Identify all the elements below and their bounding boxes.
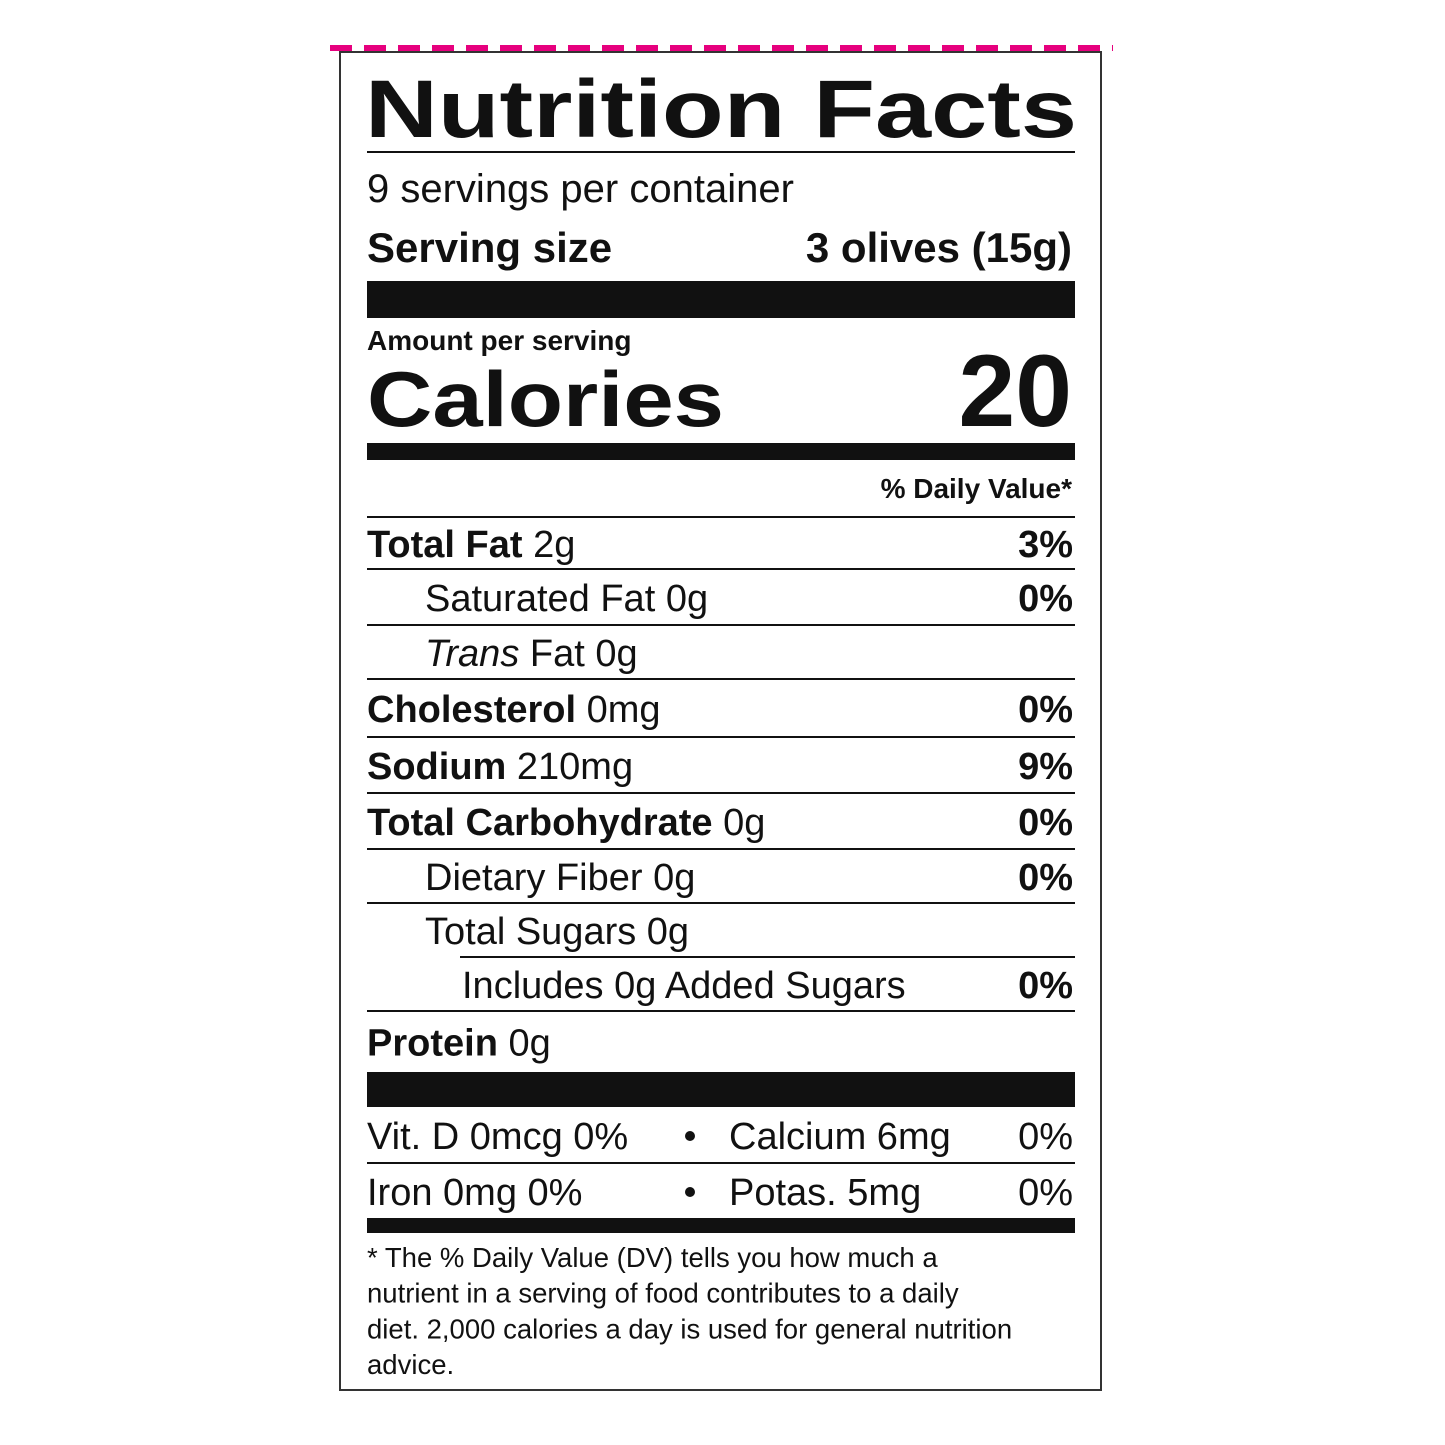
nutrient-label: Total Sugars 0g: [425, 911, 689, 953]
vitamin-right: Calcium 6mg: [729, 1116, 951, 1158]
vitamin-right: Potas. 5mg: [729, 1172, 921, 1214]
footnote-line: diet. 2,000 calories a day is used for g…: [367, 1313, 1012, 1344]
nutrient-amount: 0mg: [587, 689, 661, 731]
rule: [367, 736, 1075, 738]
footnote-line: * The % Daily Value (DV) tells you how m…: [367, 1242, 938, 1273]
rule: [367, 1162, 1075, 1164]
rule: [367, 902, 1075, 904]
bullet: [685, 1187, 695, 1197]
vitamin-dv: 0%: [1018, 1172, 1073, 1214]
rule: [367, 568, 1075, 570]
footnote-line: nutrient in a serving of food contribute…: [367, 1278, 959, 1309]
nutrient-label: Dietary Fiber 0g: [425, 857, 695, 899]
nutrient-label: Cholesterol 0mg: [367, 689, 661, 731]
footnote: * The % Daily Value (DV) tells you how m…: [367, 1242, 1012, 1380]
nutrient-label: Total Fat 2g: [367, 524, 575, 566]
amount-per-serving: Amount per serving: [367, 325, 631, 356]
nutrient-label: Saturated Fat 0g: [425, 578, 708, 620]
nutrient-amount: 0g: [595, 633, 637, 675]
nutrient-amount: 0g: [666, 578, 708, 620]
daily-value: 0%: [1018, 802, 1073, 844]
nutrient-name: Total Carbohydrate: [367, 802, 713, 844]
vitamin-left: Vit. D 0mcg 0%: [367, 1116, 628, 1158]
nutrient-name: Cholesterol: [367, 689, 576, 731]
servings: 9 servings per container: [367, 167, 794, 211]
bullet: [685, 1131, 695, 1141]
thick-bar: [367, 281, 1075, 318]
daily-value: 0%: [1018, 689, 1073, 731]
nutrient-rows: Total Fat 2g 3% Saturated Fat 0g 0% Trans Fa…: [367, 524, 1075, 1065]
nutrient-label: Sodium 210mg: [367, 746, 633, 788]
nutrient-name: Saturated Fat: [425, 578, 656, 620]
nutrient-amount: 0g: [723, 802, 765, 844]
nutrient-label: Trans Fat 0g: [425, 633, 638, 675]
nutrient-name: Protein: [367, 1023, 498, 1065]
nutrient-amount: 2g: [533, 524, 575, 566]
label-border: [339, 51, 1102, 1391]
nutrient-amount: 210mg: [517, 746, 633, 788]
daily-value: 0%: [1018, 857, 1073, 899]
serving-size-label: Serving size: [367, 224, 612, 271]
nutrient-name: Fat: [530, 633, 585, 675]
nutrient-name: Total Fat: [367, 524, 523, 566]
serving-size-value: 3 olives (15g): [806, 224, 1072, 271]
nutrient-name: Includes 0g Added Sugars: [462, 965, 906, 1007]
daily-value-header: % Daily Value*: [881, 473, 1073, 504]
nutrient-label: Protein 0g: [367, 1023, 551, 1065]
vitamin-left: Iron 0mg 0%: [367, 1172, 582, 1214]
thick-bar: [367, 1072, 1075, 1107]
medium-bar: [367, 443, 1075, 460]
rule: [367, 1010, 1075, 1012]
nutrient-amount: 0g: [653, 857, 695, 899]
rule: [367, 516, 1075, 518]
rule: [367, 792, 1075, 794]
calories-label: Calories: [367, 355, 724, 443]
daily-value: 0%: [1018, 965, 1073, 1007]
daily-value: 9%: [1018, 746, 1073, 788]
nutrient-label: Includes 0g Added Sugars: [462, 965, 906, 1007]
nutrient-name-italic: Trans: [425, 633, 519, 675]
daily-value: 0%: [1018, 578, 1073, 620]
title: Nutrition Facts: [365, 64, 1077, 155]
rule: [460, 956, 1075, 958]
nutrient-label: Total Carbohydrate 0g: [367, 802, 765, 844]
nutrient-name: Sodium: [367, 746, 506, 788]
nutrient-amount: 0g: [508, 1023, 550, 1065]
nutrient-name: Total Sugars: [425, 911, 636, 953]
rule: [367, 624, 1075, 626]
rule: [367, 678, 1075, 680]
nutrient-name: Dietary Fiber: [425, 857, 643, 899]
footnote-line: advice.: [367, 1349, 454, 1380]
vitamin-rows: Vit. D 0mcg 0% Calcium 6mg 0% Iron 0mg 0% Po…: [367, 1116, 1075, 1214]
medium-bar: [367, 1218, 1075, 1233]
nutrient-amount: 0g: [647, 911, 689, 953]
rule: [367, 151, 1075, 153]
daily-value: 3%: [1018, 524, 1073, 566]
rule: [367, 848, 1075, 850]
calories-value: 20: [959, 334, 1072, 448]
vitamin-dv: 0%: [1018, 1116, 1073, 1158]
